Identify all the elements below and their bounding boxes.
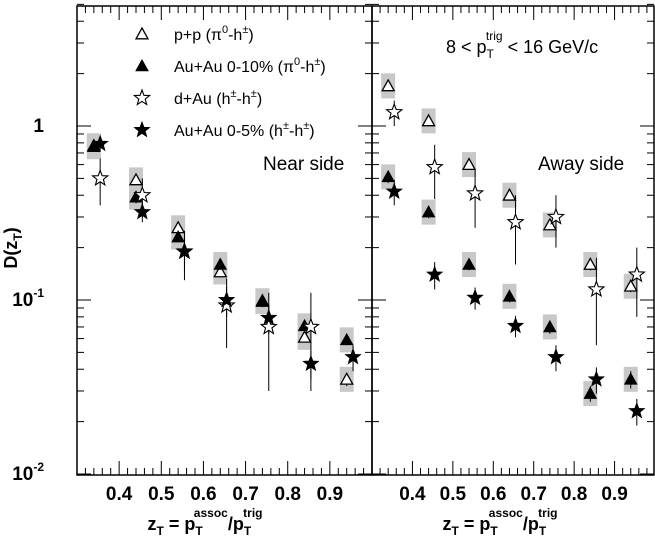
panel-label-near: Near side [263,154,344,175]
data-point-filled-triangle [213,257,228,270]
data-point-filled-star [91,134,109,152]
legend-entry-auau-05: Au+Au 0-5% (h±-h±) [174,120,315,140]
panel-frame-1 [371,5,655,476]
legend-entry-auau-010: Au+Au 0-10% (π0-h±) [174,56,326,76]
data-point-filled-star [466,288,484,306]
x-tick-label: 0.7 [521,484,547,505]
legend-entry-dau: d+Au (h±-h±) [174,88,262,108]
legend-marker-open-triangle [134,26,150,40]
data-point-filled-triangle [381,169,396,183]
data-point-open-star [465,183,485,202]
data-point-filled-star [175,242,194,259]
data-point-filled-star [133,202,152,220]
x-axis-title-left: zT = pTassoc/pTtrig [147,506,262,538]
data-markers [86,78,646,419]
x-tick-label: 0.8 [275,484,301,505]
data-point-filled-triangle [421,205,436,218]
y-tick-label-0.1: 10-1 [12,286,44,311]
data-point-filled-triangle [502,289,517,302]
x-tick-label: 0.6 [190,484,216,505]
data-point-open-star [627,264,646,283]
data-point-open-triangle [297,330,312,343]
x-tick-label: 0.9 [601,484,627,505]
x-tick-label: 0.4 [399,484,426,505]
data-point-open-star [259,317,278,335]
plot-frame [76,5,655,476]
legend-marker-filled-triangle [135,58,149,72]
x-tick-label: 0.4 [106,484,133,505]
data-point-open-triangle [583,257,598,270]
data-point-filled-star [302,354,320,372]
data-point-filled-star [506,316,525,334]
x-tick-label: 0.5 [148,484,175,505]
data-point-filled-triangle [339,332,354,346]
data-point-filled-star [547,347,565,365]
data-point-filled-star [385,182,403,199]
data-point-filled-star [425,265,444,282]
data-point-filled-star [217,290,236,308]
x-tick-labels: 0.4 0.5 0.6 0.7 0.8 0.9 0.4 0.5 0.6 0.7 0.8 0.9 [106,484,628,505]
data-point-open-triangle [339,371,354,385]
axis-ticks [77,3,654,475]
legend: p+p (π0-h±) Au+Au 0-10% (π0-h±) d+Au (h±… [132,24,326,140]
x-axis-title-right: zT = pTassoc/pTtrig [442,506,557,538]
legend-marker-open-star [132,88,152,106]
x-tick-label: 0.5 [440,484,467,505]
trigger-range-label: 8 < pTtrig < 16 GeV/c [446,29,598,61]
data-point-filled-triangle [623,372,638,385]
data-point-open-triangle [623,278,638,292]
data-point-open-triangle [213,264,228,278]
legend-marker-filled-star [133,120,151,138]
data-point-open-star [385,102,404,120]
data-point-open-star [425,157,444,175]
data-point-filled-triangle [583,386,598,399]
data-point-open-triangle [421,113,436,127]
data-point-open-star [301,317,320,335]
data-point-open-star [217,295,236,314]
data-point-open-triangle [502,187,517,201]
data-point-open-triangle [461,157,477,171]
panel-frame-0 [76,5,373,476]
data-point-open-star [133,185,152,203]
y-tick-label-1: 1 [33,116,44,137]
data-point-filled-star [628,401,646,419]
data-point-open-star [587,279,606,298]
panel-label-away: Away side [538,154,624,175]
x-tick-label: 0.7 [232,484,258,505]
data-point-open-star [546,207,566,225]
data-point-filled-star [344,347,362,365]
x-tick-label: 0.9 [317,484,343,505]
data-point-filled-triangle [462,257,476,270]
x-tick-label: 0.8 [561,484,587,505]
data-point-filled-triangle [543,319,557,333]
y-axis-title: D(zT) [1,227,25,268]
data-point-open-star [91,168,110,187]
data-point-open-star [506,212,525,230]
data-point-filled-triangle [255,294,270,307]
data-point-filled-star [260,308,278,326]
data-point-filled-triangle [171,230,185,243]
data-point-open-triangle [542,217,557,231]
legend-entry-pp: p+p (π0-h±) [174,24,254,44]
data-point-open-triangle [128,172,144,186]
data-point-open-triangle [381,78,396,92]
data-point-filled-star [587,370,606,387]
legend-markers [132,26,152,138]
y-tick-label-0.01: 10-2 [12,460,44,485]
x-tick-label: 0.6 [480,484,506,505]
